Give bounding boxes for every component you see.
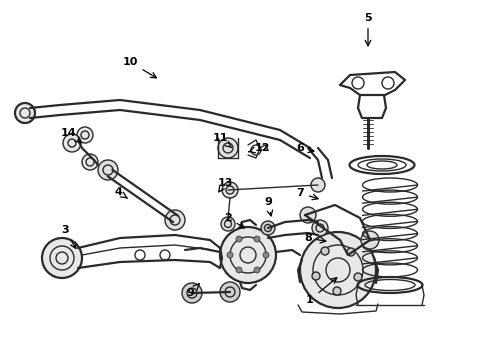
Circle shape bbox=[300, 207, 316, 223]
Circle shape bbox=[222, 182, 238, 198]
Circle shape bbox=[261, 221, 275, 235]
Circle shape bbox=[82, 154, 98, 170]
Circle shape bbox=[63, 134, 81, 152]
Text: 10: 10 bbox=[122, 57, 156, 78]
Circle shape bbox=[236, 236, 242, 242]
Circle shape bbox=[321, 247, 329, 255]
Circle shape bbox=[347, 248, 355, 256]
Text: 1: 1 bbox=[306, 278, 337, 305]
Circle shape bbox=[263, 252, 269, 258]
Circle shape bbox=[312, 220, 328, 236]
Text: 14: 14 bbox=[60, 128, 81, 143]
Circle shape bbox=[333, 287, 341, 295]
Circle shape bbox=[218, 138, 238, 158]
Text: 12: 12 bbox=[249, 143, 270, 153]
Text: 11: 11 bbox=[212, 133, 232, 148]
Circle shape bbox=[182, 283, 202, 303]
Text: 13: 13 bbox=[217, 178, 233, 192]
Circle shape bbox=[165, 210, 185, 230]
Circle shape bbox=[98, 160, 118, 180]
Circle shape bbox=[311, 178, 325, 192]
Circle shape bbox=[77, 127, 93, 143]
Circle shape bbox=[227, 252, 233, 258]
Text: 9: 9 bbox=[186, 284, 199, 298]
Circle shape bbox=[312, 272, 320, 280]
Text: 9: 9 bbox=[264, 197, 272, 216]
Text: 8: 8 bbox=[304, 233, 326, 243]
Text: 6: 6 bbox=[296, 143, 314, 153]
Text: 5: 5 bbox=[364, 13, 372, 46]
Circle shape bbox=[220, 282, 240, 302]
Circle shape bbox=[236, 267, 242, 273]
Circle shape bbox=[220, 227, 276, 283]
Circle shape bbox=[221, 217, 235, 231]
Text: 7: 7 bbox=[296, 188, 318, 200]
Circle shape bbox=[361, 231, 379, 249]
Circle shape bbox=[254, 267, 260, 273]
Circle shape bbox=[300, 232, 376, 308]
Circle shape bbox=[42, 238, 82, 278]
Text: 2: 2 bbox=[224, 213, 245, 228]
Text: 3: 3 bbox=[61, 225, 76, 248]
Circle shape bbox=[354, 273, 362, 281]
Circle shape bbox=[15, 103, 35, 123]
Text: 4: 4 bbox=[114, 187, 127, 198]
Circle shape bbox=[254, 236, 260, 242]
